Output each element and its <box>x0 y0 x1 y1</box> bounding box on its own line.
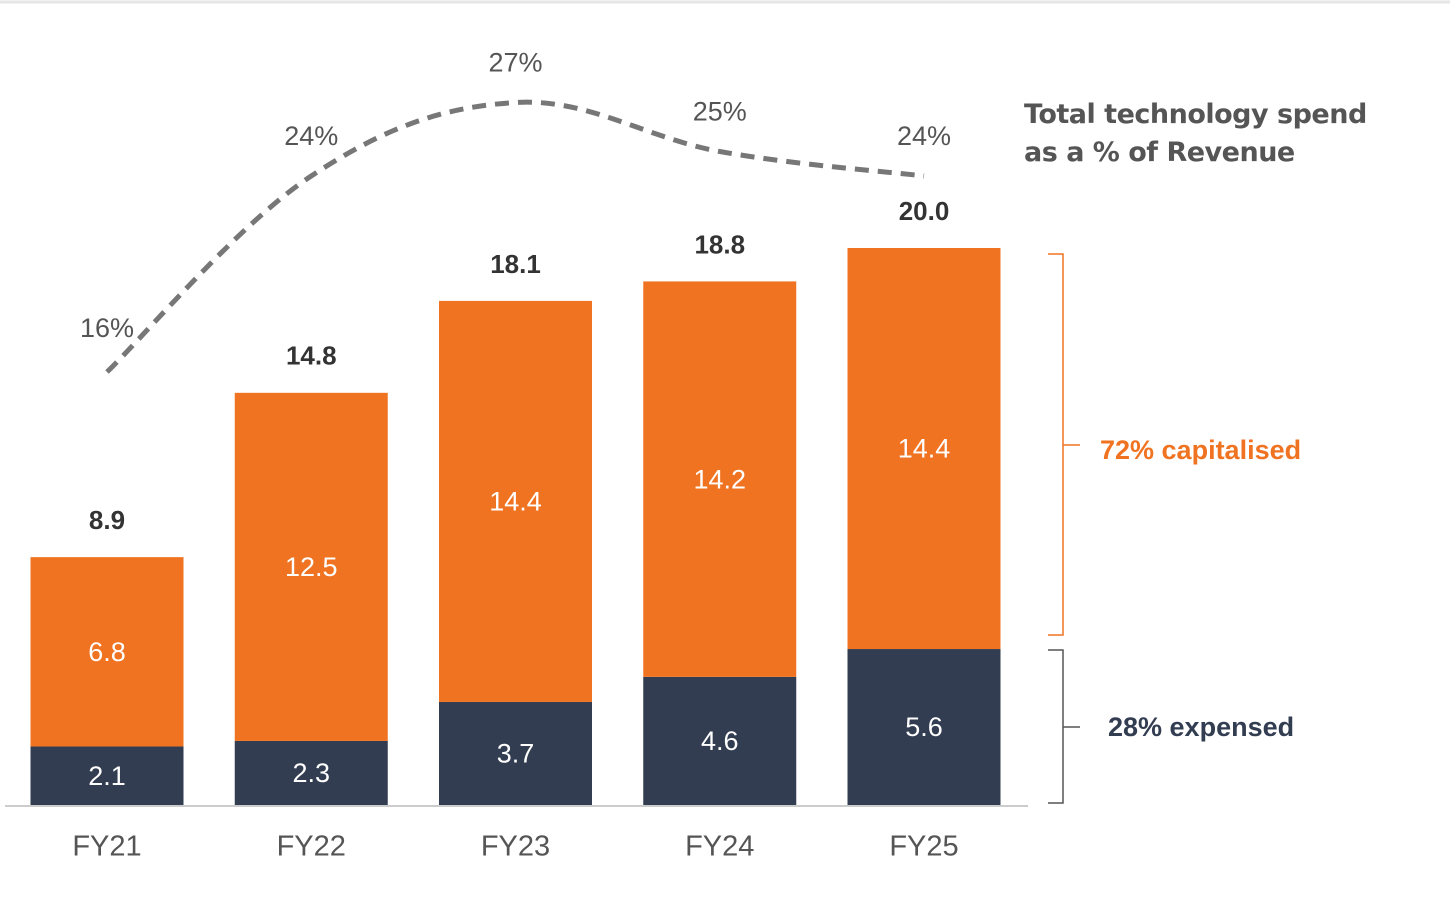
segment-label: 2.1 <box>88 761 126 791</box>
segment-label: 5.6 <box>905 712 943 742</box>
pct-label: 27% <box>488 48 542 78</box>
total-label: 18.8 <box>694 229 745 259</box>
bar-segment <box>439 701 592 805</box>
legend-expensed: 28% expensed <box>1108 712 1294 742</box>
legend-capitalised: 72% capitalised <box>1100 435 1301 465</box>
x-tick-label: FY21 <box>72 831 141 863</box>
bar-segment <box>30 557 184 747</box>
segment-label: 6.8 <box>88 637 126 667</box>
bar-segment <box>234 740 388 805</box>
segment-label: 14.4 <box>489 487 542 517</box>
x-tick-label: FY23 <box>481 831 550 863</box>
pct-label: 24% <box>284 121 338 151</box>
bar-segment <box>847 649 1001 805</box>
pct-label: 24% <box>897 121 951 151</box>
bar-segment <box>847 248 1001 650</box>
pct-label: 25% <box>693 97 747 127</box>
line-legend: Total technology spend as a % of Revenue <box>1024 99 1367 168</box>
bar-segment <box>30 746 184 805</box>
bracket-capitalised <box>1048 253 1080 636</box>
x-tick-label: FY24 <box>685 831 754 863</box>
segment-label: 14.2 <box>693 464 746 494</box>
total-label: 8.9 <box>89 505 125 535</box>
segment-label: 2.3 <box>292 758 330 788</box>
total-label: 20.0 <box>899 196 950 226</box>
segment-label: 4.6 <box>701 726 739 756</box>
bar-segment <box>439 300 592 702</box>
pct-line <box>105 99 925 374</box>
x-tick-label: FY22 <box>277 831 346 863</box>
total-label: 14.8 <box>286 341 337 371</box>
x-tick-label: FY25 <box>889 831 958 863</box>
pct-label: 16% <box>80 313 134 343</box>
segment-label: 12.5 <box>285 552 338 582</box>
total-label: 18.1 <box>490 249 541 279</box>
segment-label: 14.4 <box>898 434 951 464</box>
bar-segment <box>643 281 797 677</box>
bar-segment <box>643 676 797 805</box>
segment-label: 3.7 <box>497 739 535 769</box>
bracket-expensed <box>1048 649 1080 804</box>
bar-segment <box>234 392 388 741</box>
